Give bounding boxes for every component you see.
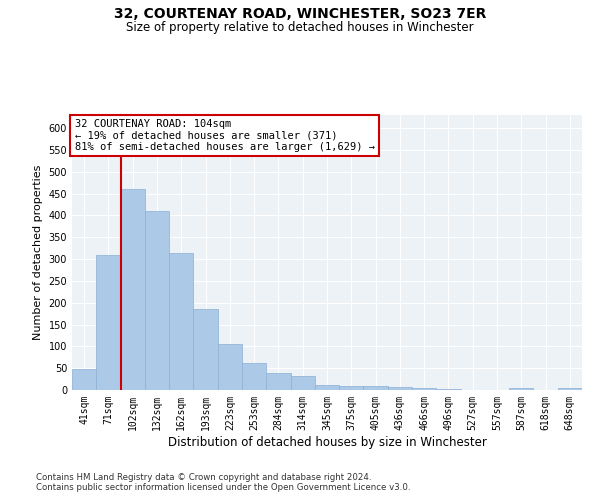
Bar — [242, 362, 266, 390]
Text: 32, COURTENAY ROAD, WINCHESTER, SO23 7ER: 32, COURTENAY ROAD, WINCHESTER, SO23 7ER — [114, 8, 486, 22]
Text: Size of property relative to detached houses in Winchester: Size of property relative to detached ho… — [126, 22, 474, 35]
Bar — [509, 388, 533, 390]
Bar — [290, 376, 315, 390]
Text: Contains public sector information licensed under the Open Government Licence v3: Contains public sector information licen… — [36, 482, 410, 492]
Y-axis label: Number of detached properties: Number of detached properties — [33, 165, 43, 340]
Bar — [266, 374, 290, 390]
Bar — [315, 385, 339, 390]
Bar — [193, 309, 218, 390]
Bar — [558, 388, 582, 390]
Bar — [72, 370, 96, 390]
Bar — [436, 388, 461, 390]
Bar — [169, 252, 193, 390]
Bar — [96, 254, 121, 390]
Bar — [364, 386, 388, 390]
Bar — [145, 211, 169, 390]
Bar — [388, 386, 412, 390]
Bar — [339, 386, 364, 390]
Text: 32 COURTENAY ROAD: 104sqm
← 19% of detached houses are smaller (371)
81% of semi: 32 COURTENAY ROAD: 104sqm ← 19% of detac… — [74, 119, 374, 152]
Text: Contains HM Land Registry data © Crown copyright and database right 2024.: Contains HM Land Registry data © Crown c… — [36, 472, 371, 482]
Bar — [121, 189, 145, 390]
Bar — [218, 344, 242, 390]
X-axis label: Distribution of detached houses by size in Winchester: Distribution of detached houses by size … — [167, 436, 487, 448]
Bar — [412, 388, 436, 390]
